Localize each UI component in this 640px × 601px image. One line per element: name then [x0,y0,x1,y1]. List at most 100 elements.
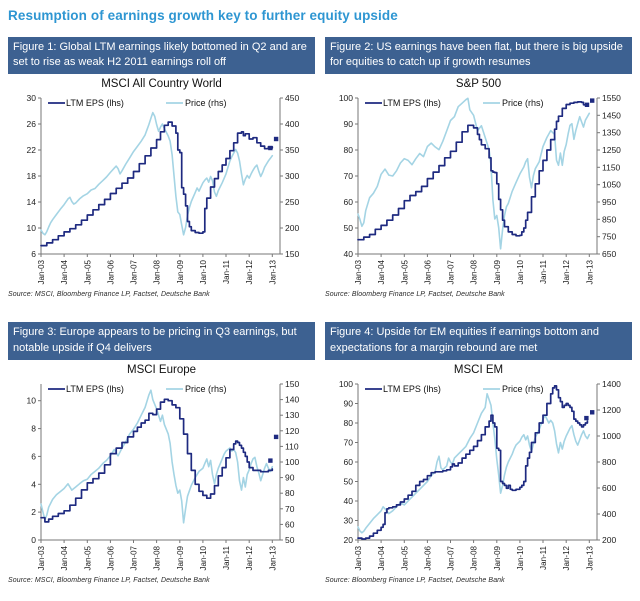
eps-forecast-marker [590,98,595,104]
y-axis-right-label: 120 [285,425,299,435]
eps-forecast-marker [268,458,273,463]
y-axis-right-label: 200 [285,223,299,233]
y-axis-right-label: 50 [285,535,295,545]
y-axis-right-label: 1550 [602,93,621,103]
x-axis-label: Jan-06 [106,545,115,570]
x-axis-label: Jan-07 [447,260,456,285]
x-axis-label: Jan-09 [493,545,502,570]
x-axis-label: Jan-12 [245,545,254,570]
y-axis-right-label: 100 [285,457,299,467]
figure-1-chart: 6 10 14 18 22 26 30 150 200 250 300 350 400 450 Jan-03… [8,92,314,286]
y-axis-left-label: 22 [27,145,37,155]
x-axis-label: Jan-11 [222,260,231,284]
eps-forecast-marker [273,434,279,439]
x-axis-label: Jan-10 [516,260,525,285]
figure-4-panel: Figure 4: Upside for EM equities if earn… [325,322,632,584]
report-page: Resumption of earnings growth key to fur… [8,8,632,584]
x-axis-label: Jan-05 [400,545,409,570]
x-axis-label: Jan-10 [516,545,525,570]
y-axis-left-label: 18 [27,171,37,181]
eps-forecast-marker [273,137,279,142]
x-axis-label: Jan-03 [354,260,363,285]
x-axis-label: Jan-11 [222,545,231,569]
chart-svg: 6 10 14 18 22 26 30 150 200 250 300 350 400 450 Jan-03… [27,93,300,285]
y-axis-right-label: 850 [602,215,616,225]
axis-frame [357,383,598,541]
axis-frame [357,98,598,255]
x-axis-label: Jan-08 [470,260,479,285]
figure-3-chart-title: MSCI Europe [126,363,197,376]
y-axis-left-label: 40 [344,496,354,506]
figure-4-chart: 20 30 40 50 60 70 80 90 100 200 400 600 800 1000 1200 1… [325,378,631,572]
y-axis-right-label: 450 [285,93,299,103]
y-axis-left-label: 50 [344,223,354,233]
y-axis-left-label: 70 [344,171,354,181]
legend-price-label: Price (rhs) [502,384,544,394]
figure-4-header: Figure 4: Upside for EM equities if earn… [325,322,632,360]
legend-eps-label: LTM EPS (lhs) [383,98,441,108]
x-axis-label: Jan-13 [585,260,594,285]
y-axis-left-label: 40 [344,249,354,259]
y-axis-right-label: 950 [602,197,616,207]
y-axis-right-label: 1150 [602,163,621,173]
y-axis-left-label: 100 [339,379,353,389]
y-axis-right-label: 400 [285,119,299,129]
x-axis-label: Jan-05 [400,260,409,285]
x-axis-label: Jan-07 [130,260,139,285]
x-axis-label: Jan-10 [199,545,208,570]
price-line [40,112,274,236]
figure-3-chart: 0 2 4 6 8 10 50 60 70 80 90 100 110 120 130 140 150 Jan-0… [8,378,314,572]
price-line [40,389,274,524]
y-axis-right-label: 800 [602,457,616,467]
figure-2-header: Figure 2: US earnings have been flat, bu… [325,37,632,75]
y-axis-left-label: 6 [31,451,36,461]
figure-2-source: Source: Bloomberg Finance LP, Factset, D… [325,291,505,299]
y-axis-left-label: 30 [344,515,354,525]
x-axis-label: Jan-13 [268,260,277,285]
figure-2-panel: Figure 2: US earnings have been flat, bu… [325,37,632,298]
figure-grid: Figure 1: Global LTM earnings likely bot… [8,37,632,584]
figure-3-source: Source: MSCI, Bloomberg Finance LP, Fact… [8,576,210,584]
x-axis-label: Jan-07 [130,545,139,570]
y-axis-left-label: 80 [344,145,354,155]
y-axis-left-label: 26 [27,119,37,129]
y-axis-left-label: 60 [344,457,354,467]
x-axis-label: Jan-09 [493,260,502,285]
eps-forecast-marker [268,146,273,151]
y-axis-left-label: 60 [344,197,354,207]
y-axis-right-label: 200 [602,535,616,545]
x-axis-label: Jan-08 [153,545,162,570]
eps-forecast-marker [584,102,590,108]
x-axis-label: Jan-04 [377,260,386,285]
legend-eps-label: LTM EPS (lhs) [66,98,124,108]
figure-4-source: Source: Bloomberg Finance LP, Factset, D… [325,576,505,584]
y-axis-right-label: 60 [285,519,295,529]
x-axis-label: Jan-12 [562,545,571,570]
y-axis-left-label: 10 [27,223,37,233]
y-axis-right-label: 650 [602,249,616,259]
y-axis-right-label: 1400 [602,379,621,389]
x-axis-label: Jan-12 [562,260,571,285]
x-axis-label: Jan-08 [153,260,162,285]
figure-1-chart-title: MSCI All Country World [101,78,222,91]
y-axis-left-label: 30 [27,93,37,103]
figure-3-panel: Figure 3: Europe appears to be pricing i… [8,322,315,584]
price-line [357,392,591,534]
axis-frame [40,98,281,255]
x-axis-label: Jan-03 [354,545,363,570]
figure-2-chart: 40 50 60 70 80 90 100 650 750 850 950 1050 1150 1250 1… [325,92,631,286]
x-axis-label: Jan-06 [106,260,115,285]
y-axis-left-label: 8 [31,423,36,433]
y-axis-left-label: 14 [27,197,37,207]
y-axis-right-label: 1200 [602,405,621,415]
chart-svg: 40 50 60 70 80 90 100 650 750 850 950 1050 1150 1250 1… [339,93,621,285]
legend-price-label: Price (rhs) [185,384,227,394]
figure-2-chart-title: S&P 500 [455,78,502,91]
x-axis-label: Jan-06 [423,260,432,285]
y-axis-right-label: 110 [285,441,299,451]
legend-price-label: Price (rhs) [502,98,544,108]
x-axis-label: Jan-09 [176,260,185,285]
y-axis-right-label: 250 [285,197,299,207]
y-axis-right-label: 1000 [602,431,621,441]
x-axis-label: Jan-12 [245,260,254,285]
